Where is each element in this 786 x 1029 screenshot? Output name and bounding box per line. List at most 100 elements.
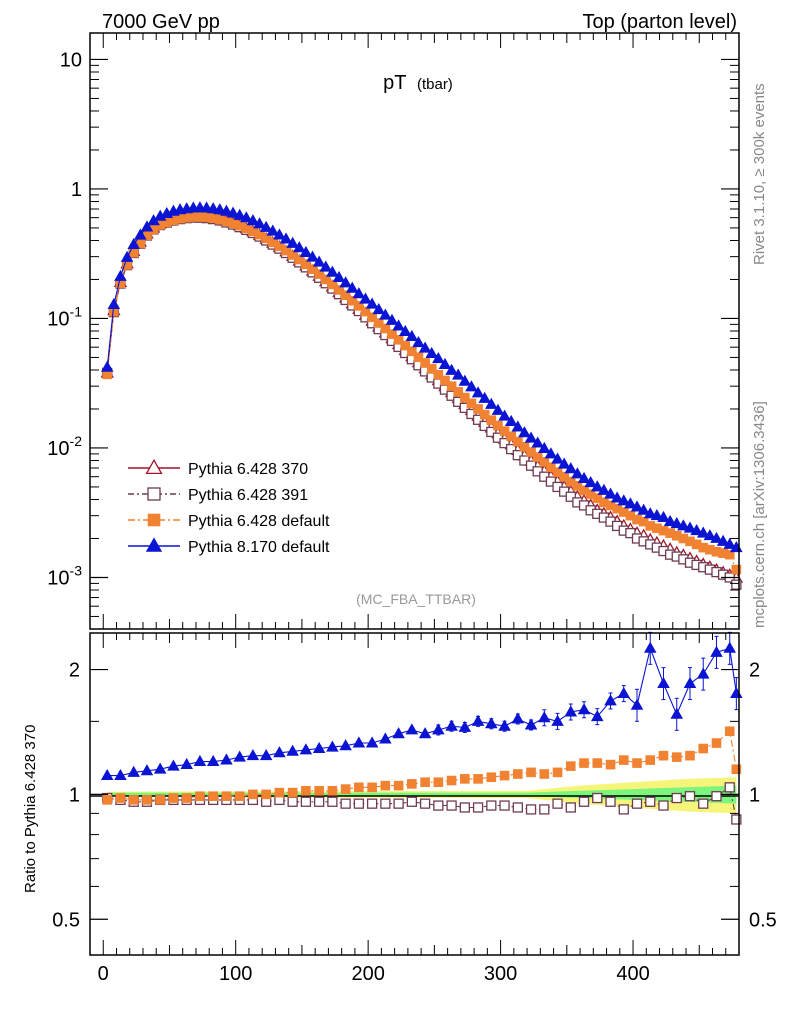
data-point xyxy=(233,208,246,220)
main-ticks xyxy=(90,33,739,630)
data-point xyxy=(645,796,656,807)
data-point xyxy=(373,318,384,328)
main-title-text: pT xyxy=(383,72,406,94)
data-point xyxy=(731,814,742,825)
data-point xyxy=(340,290,351,301)
data-point xyxy=(710,531,723,543)
data-point xyxy=(274,787,285,798)
data-point xyxy=(513,436,523,447)
ratio-band-inner xyxy=(107,785,737,804)
data-point xyxy=(432,723,445,735)
data-point xyxy=(698,743,709,754)
data-point xyxy=(352,287,366,299)
series-pythia-8-170-default xyxy=(100,201,743,553)
data-point xyxy=(466,408,477,420)
data-point xyxy=(102,795,113,805)
series-pythia-8-170-default xyxy=(100,631,743,781)
data-point xyxy=(367,782,377,793)
data-point xyxy=(631,798,643,809)
data-point xyxy=(617,686,631,699)
data-point xyxy=(279,232,293,244)
data-point xyxy=(577,471,591,484)
data-point xyxy=(486,415,497,425)
data-point xyxy=(511,712,525,724)
side-label-mcplots: mcplots.cern.ch [arXiv:1306.3436] xyxy=(751,401,768,628)
data-point xyxy=(486,800,497,811)
data-point xyxy=(532,466,543,477)
main-series-group xyxy=(100,201,744,590)
side-label-rivet: Rivet 3.1.10, ≥ 300k events xyxy=(751,83,768,265)
series-pythia-6-428-default xyxy=(102,212,742,575)
data-point xyxy=(114,768,127,781)
data-point xyxy=(353,798,365,809)
data-point xyxy=(134,228,147,240)
data-point xyxy=(711,791,722,802)
ratio-series-group xyxy=(100,631,743,825)
data-point xyxy=(730,686,743,699)
data-point xyxy=(367,312,377,323)
data-point xyxy=(532,452,543,462)
ratio-panel: 2 2 1 1 0.5 0.5 Ratio to Pythia 6.428 370 xyxy=(22,631,777,956)
data-point xyxy=(327,786,338,796)
data-point xyxy=(597,483,611,495)
data-point xyxy=(485,397,498,409)
data-point xyxy=(538,711,551,723)
data-point xyxy=(578,796,590,807)
data-point xyxy=(128,795,139,805)
data-point xyxy=(458,720,472,732)
data-point xyxy=(372,302,386,315)
data-point xyxy=(624,497,637,509)
data-point xyxy=(332,270,346,282)
data-point xyxy=(657,676,670,689)
data-point xyxy=(339,276,352,288)
data-point xyxy=(486,772,497,783)
data-point xyxy=(671,792,682,804)
data-point xyxy=(519,442,530,452)
data-point xyxy=(538,441,551,453)
data-point xyxy=(379,308,392,320)
legend-marker xyxy=(145,537,163,552)
data-point xyxy=(731,564,742,575)
legend-marker xyxy=(145,458,163,475)
data-point xyxy=(393,798,404,809)
data-point xyxy=(327,279,338,290)
data-point xyxy=(360,306,371,317)
data-point xyxy=(466,398,477,409)
data-point xyxy=(326,265,339,277)
ratio-y-tick-label-left: 0.5 xyxy=(52,909,80,931)
legend-entry-pythia-6-428-391: Pythia 6.428 391 xyxy=(128,487,308,504)
data-point xyxy=(539,457,550,467)
data-point xyxy=(155,795,165,805)
data-point xyxy=(551,714,564,726)
data-point xyxy=(524,431,538,443)
data-point xyxy=(539,804,550,815)
data-point xyxy=(400,340,411,351)
data-point xyxy=(286,744,299,756)
data-point xyxy=(504,414,518,426)
data-point xyxy=(711,738,722,748)
data-point xyxy=(319,260,333,272)
data-point xyxy=(240,211,253,223)
data-point xyxy=(359,292,372,304)
data-point xyxy=(625,527,636,539)
data-point xyxy=(591,709,604,722)
data-point xyxy=(354,782,364,793)
legend-label: Pythia 8.170 default xyxy=(188,539,330,556)
data-point xyxy=(498,409,511,421)
data-point xyxy=(512,449,523,461)
data-point xyxy=(273,746,286,758)
y-tick-label: 1 xyxy=(71,179,82,201)
data-point xyxy=(658,750,669,761)
data-point xyxy=(637,503,650,515)
data-point xyxy=(486,426,497,438)
data-point xyxy=(180,757,193,770)
data-point xyxy=(347,295,358,306)
legend-entry-pythia-8-170-default: Pythia 8.170 default xyxy=(128,537,330,556)
data-point xyxy=(301,259,311,270)
legend-entry-pythia-6-428-default: Pythia 6.428 default xyxy=(128,513,330,530)
main-title: pT (tbar) xyxy=(383,72,453,94)
x-tick-labels: 0 100 200 300 400 xyxy=(98,963,650,985)
data-point xyxy=(683,676,697,689)
data-point xyxy=(696,667,710,679)
data-point xyxy=(658,800,669,811)
